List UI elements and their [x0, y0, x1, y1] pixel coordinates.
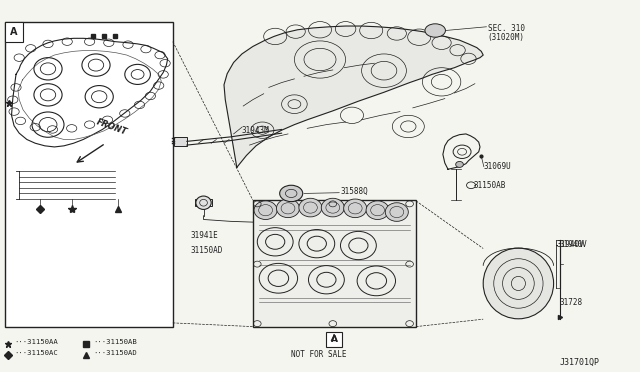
Bar: [253, 200, 416, 327]
Ellipse shape: [280, 185, 303, 202]
Text: ···31150AC: ···31150AC: [14, 350, 58, 356]
Text: 31150AB: 31150AB: [474, 181, 506, 190]
Text: A: A: [331, 335, 337, 344]
Ellipse shape: [196, 196, 211, 209]
Text: 31943M: 31943M: [242, 126, 269, 135]
Text: 31150AD: 31150AD: [191, 246, 223, 254]
Text: SEC. 310: SEC. 310: [488, 24, 525, 33]
Text: 31941E: 31941E: [191, 231, 218, 240]
Text: J31701QP: J31701QP: [560, 358, 600, 367]
Ellipse shape: [299, 198, 322, 217]
Ellipse shape: [366, 201, 389, 219]
Text: (31020M): (31020M): [488, 33, 525, 42]
Text: 31728: 31728: [560, 298, 583, 307]
Text: A: A: [10, 27, 18, 37]
Ellipse shape: [425, 24, 445, 37]
Bar: [195, 199, 212, 206]
Bar: [174, 137, 187, 146]
Polygon shape: [224, 26, 483, 167]
Ellipse shape: [385, 203, 408, 221]
Text: ···31150AB: ···31150AB: [93, 339, 136, 345]
Text: NOT FOR SALE: NOT FOR SALE: [291, 350, 347, 359]
Text: 31940V: 31940V: [557, 240, 584, 249]
Text: ···31150AA: ···31150AA: [14, 339, 58, 345]
Text: 31940V: 31940V: [560, 240, 588, 249]
Text: 31588Q: 31588Q: [340, 187, 368, 196]
Ellipse shape: [276, 199, 300, 218]
Ellipse shape: [344, 199, 367, 218]
Ellipse shape: [321, 198, 344, 217]
Text: ···31150AD: ···31150AD: [93, 350, 136, 356]
Bar: [5, 22, 173, 327]
Ellipse shape: [483, 248, 554, 319]
Ellipse shape: [254, 201, 277, 219]
Bar: [326, 332, 342, 347]
Text: 31069U: 31069U: [483, 162, 511, 171]
Text: FRONT: FRONT: [95, 118, 128, 137]
Bar: [5, 22, 23, 42]
Ellipse shape: [456, 161, 463, 167]
